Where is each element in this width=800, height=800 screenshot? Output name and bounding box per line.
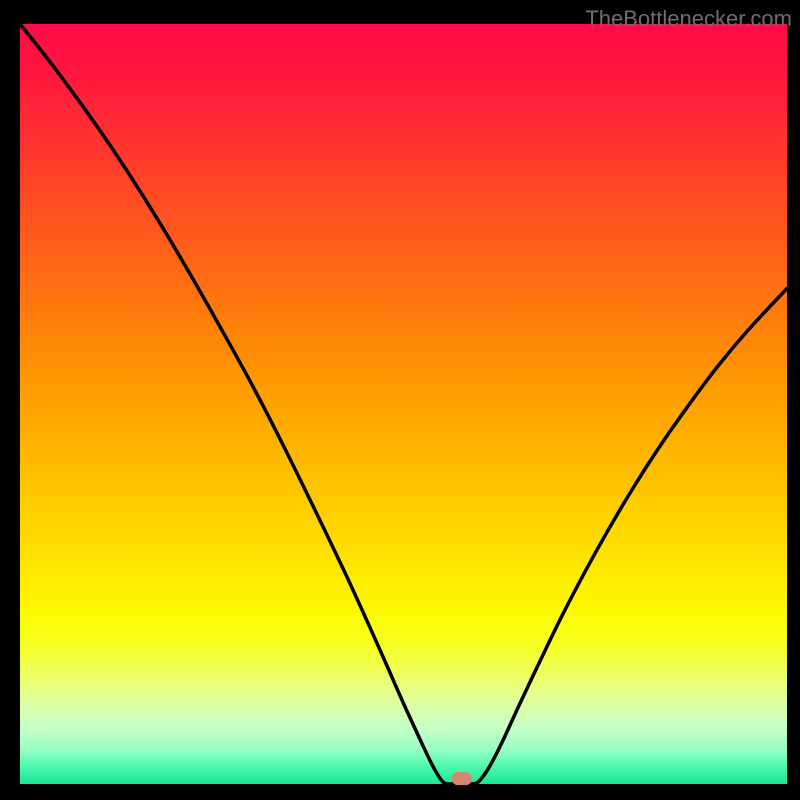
- watermark-text: TheBottlenecker.com: [585, 6, 792, 32]
- bottleneck-chart: [0, 0, 800, 800]
- optimum-marker: [452, 772, 472, 785]
- chart-gradient-bg: [20, 24, 787, 784]
- chart-stage: TheBottlenecker.com: [0, 0, 800, 800]
